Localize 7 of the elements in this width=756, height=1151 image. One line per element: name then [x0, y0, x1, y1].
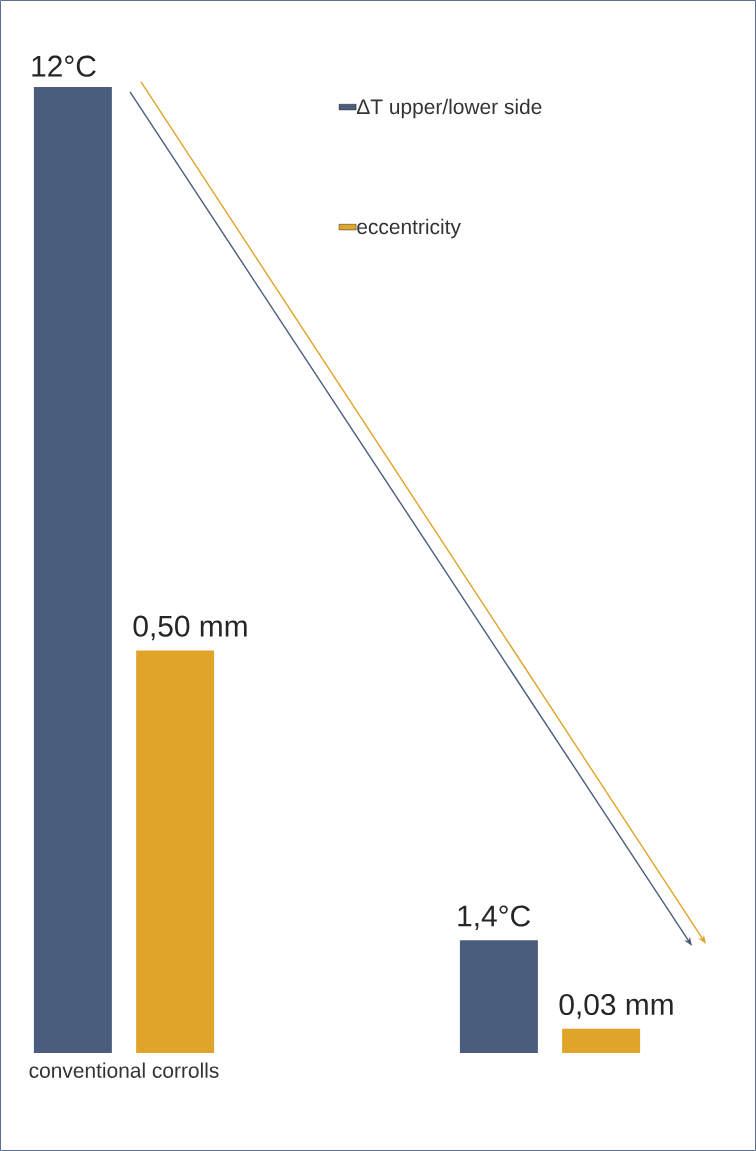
- legend-label: eccentricity: [357, 218, 461, 239]
- x-tick-label: conventional corrolls: [29, 1062, 219, 1078]
- data-label: 0,50 mm: [133, 615, 247, 641]
- data-label: 0,03 mm: [559, 993, 673, 1019]
- data-label: 12°C: [32, 55, 96, 77]
- legend-label: ΔT upper/lower side: [356, 98, 542, 119]
- data-label: 1,4°C: [458, 905, 531, 931]
